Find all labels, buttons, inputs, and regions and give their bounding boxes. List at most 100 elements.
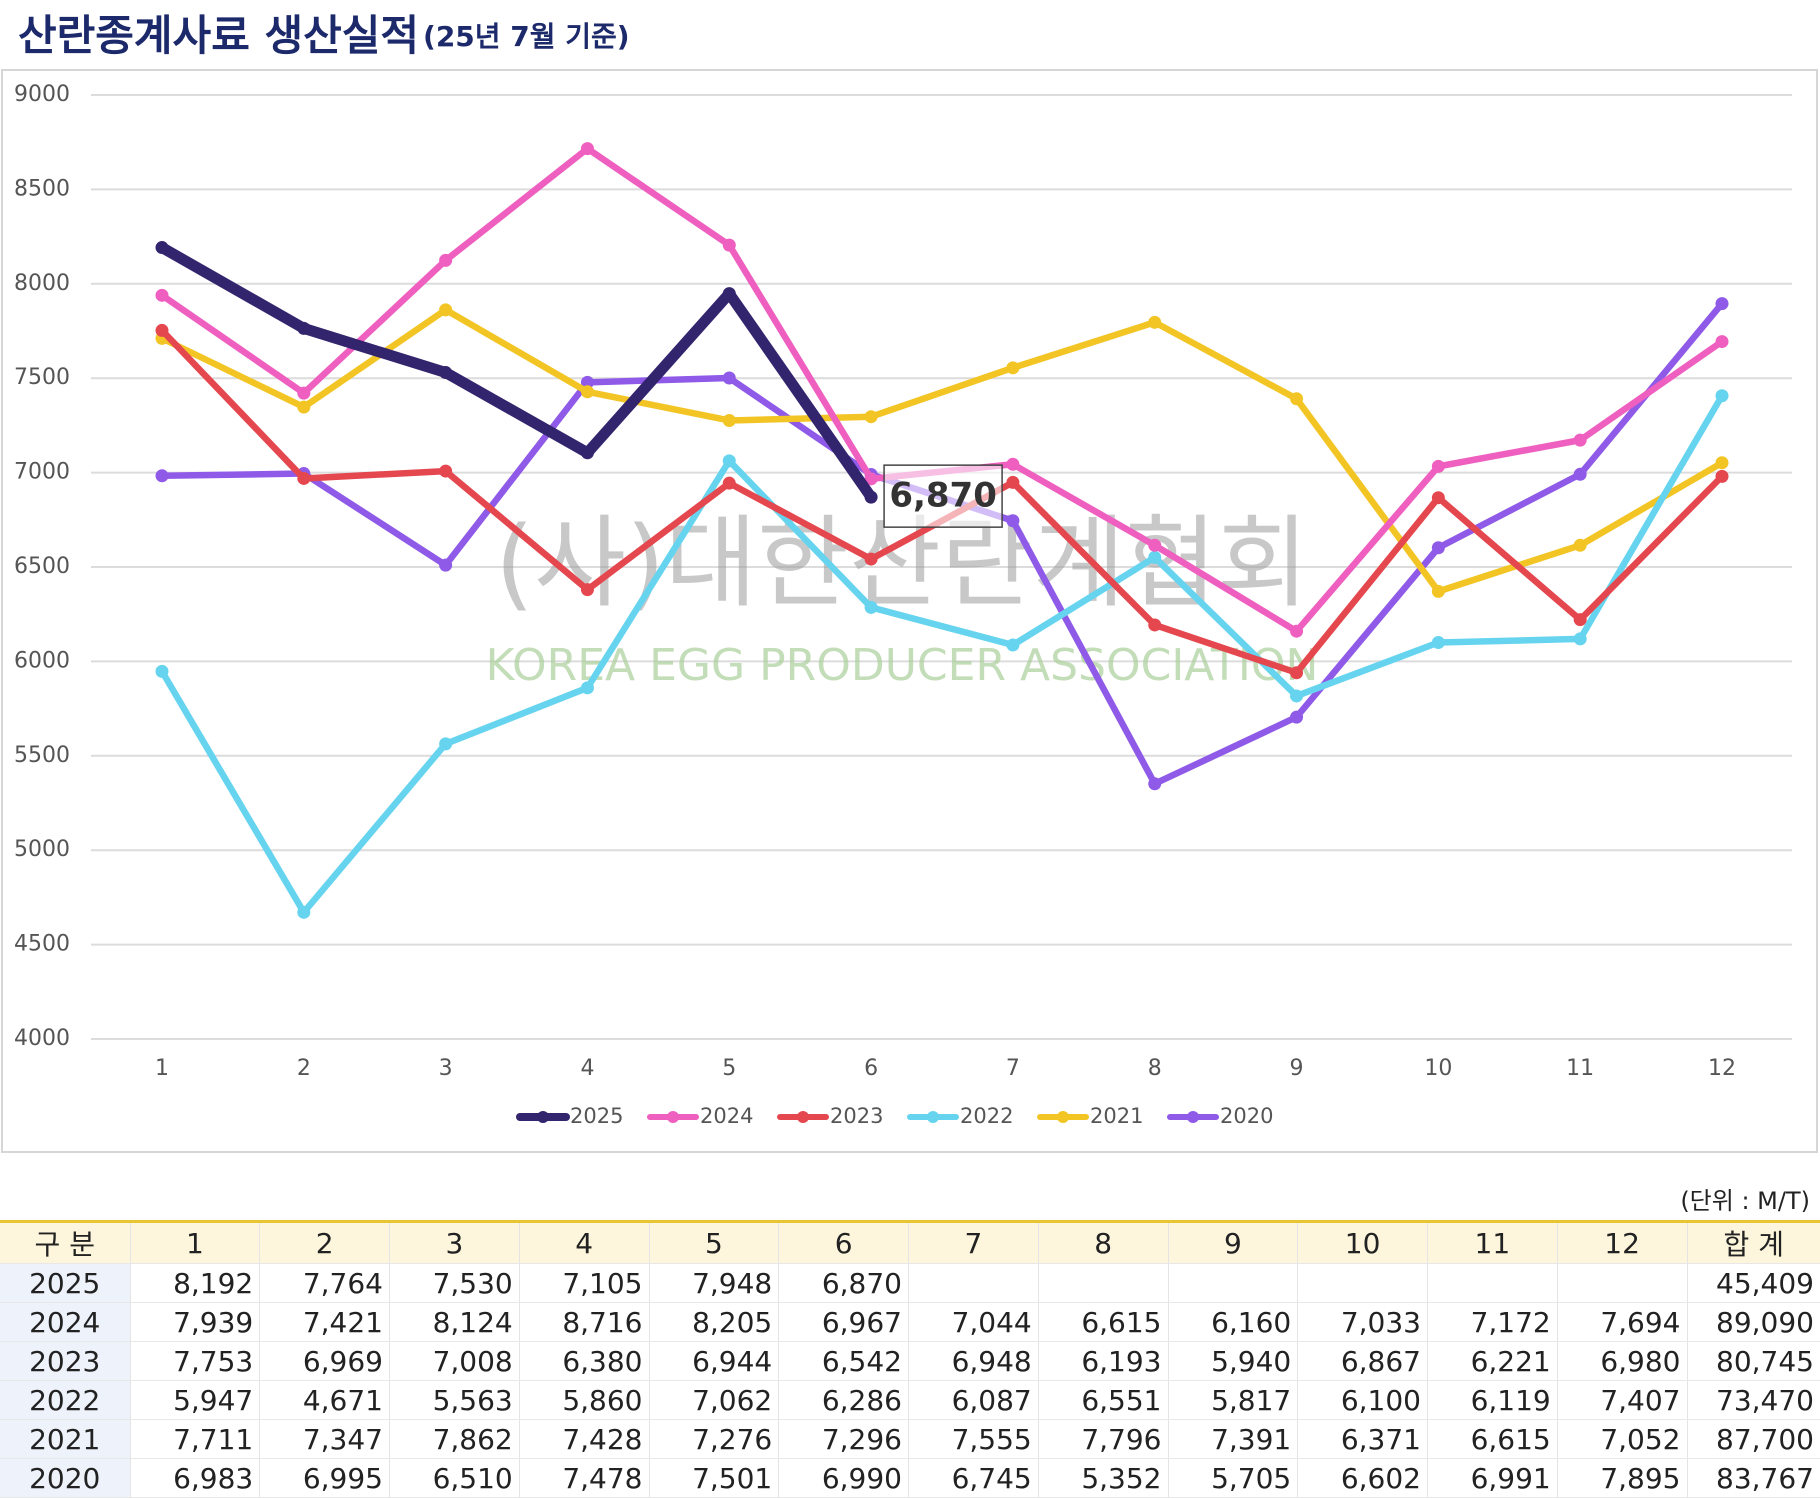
y-tick-label: 8500: [14, 176, 70, 201]
data-point: [1148, 538, 1162, 552]
total-cell: 89,090: [1686, 1302, 1820, 1342]
table-cell: 6,615: [1037, 1302, 1168, 1342]
data-point: [155, 469, 169, 483]
data-point: [155, 664, 169, 678]
data-point: [1431, 491, 1445, 505]
row-label: 2023: [0, 1341, 130, 1381]
table-cell: 7,062: [648, 1380, 779, 1420]
table-cell: 7,407: [1556, 1380, 1687, 1420]
table-cell: 6,745: [908, 1458, 1039, 1498]
y-tick-label: 5000: [14, 837, 70, 862]
table-cell: 7,711: [129, 1419, 260, 1459]
table-cell: [1167, 1263, 1298, 1303]
chart-frame: [1, 69, 1818, 1153]
legend-dot: [1187, 1111, 1199, 1123]
table-cell: 7,052: [1556, 1419, 1687, 1459]
table-cell: 6,602: [1297, 1458, 1428, 1498]
legend-label: 2022: [960, 1104, 1013, 1128]
table-cell: 6,160: [1167, 1302, 1298, 1342]
table-row: 2023 7,753 6,969 7,008 6,380 6,944 6,542 6,948 6…: [0, 1341, 1820, 1381]
table-cell: 7,501: [648, 1458, 779, 1498]
header-cell: 7: [908, 1221, 1039, 1264]
total-cell: 83,767: [1686, 1458, 1820, 1498]
table-cell: 7,044: [908, 1302, 1039, 1342]
table-cell: 7,694: [1556, 1302, 1687, 1342]
x-tick-label: 5: [722, 1056, 736, 1081]
x-tick-label: 9: [1290, 1056, 1304, 1081]
data-point: [439, 303, 453, 317]
table-cell: 6,193: [1037, 1341, 1168, 1381]
data-point: [1006, 514, 1020, 528]
row-label: 2025: [0, 1263, 130, 1303]
header-cell: 11: [1427, 1221, 1558, 1264]
x-tick-label: 4: [580, 1056, 594, 1081]
table-row: 2025 8,192 7,764 7,530 7,105 7,948 6,870 45,409: [0, 1263, 1820, 1303]
header-cell: 8: [1037, 1221, 1168, 1264]
x-tick-label: 3: [439, 1056, 453, 1081]
data-point: [1006, 638, 1020, 652]
table-cell: [1037, 1263, 1168, 1303]
data-point: [1290, 710, 1304, 724]
y-tick-label: 9000: [14, 82, 70, 107]
header-cell: 1: [129, 1221, 260, 1264]
table-cell: 8,192: [129, 1263, 260, 1303]
table-cell: 7,421: [259, 1302, 390, 1342]
data-point: [1715, 335, 1729, 349]
y-tick-label: 4500: [14, 932, 70, 957]
header-row: 구 분 1 2 3 4 5 6 7 8 9 10 11 12 합 계: [0, 1221, 1820, 1264]
header-cell: 4: [518, 1221, 649, 1264]
data-point: [580, 375, 594, 389]
table-row: 2024 7,939 7,421 8,124 8,716 8,205 6,967 7,044 6…: [0, 1302, 1820, 1342]
legend-label: 2025: [570, 1104, 623, 1128]
data-point: [580, 583, 594, 597]
header-cell: 구 분: [0, 1221, 130, 1264]
table-cell: 7,478: [518, 1458, 649, 1498]
table-cell: 7,105: [518, 1263, 649, 1303]
data-point: [1431, 459, 1445, 473]
header-cell: 9: [1167, 1221, 1298, 1264]
series-line: [158, 392, 1726, 916]
legend-dot: [797, 1111, 809, 1123]
data-point: [864, 552, 878, 566]
legend-label: 2023: [830, 1104, 883, 1128]
table-cell: 6,980: [1556, 1341, 1687, 1381]
data-point: [439, 253, 453, 267]
data-point: [722, 287, 736, 301]
x-tick-label: 8: [1148, 1056, 1162, 1081]
row-label: 2024: [0, 1302, 130, 1342]
legend-label: 2020: [1220, 1104, 1273, 1128]
legend-dot: [667, 1111, 679, 1123]
row-label: 2022: [0, 1380, 130, 1420]
table-cell: 7,033: [1297, 1302, 1428, 1342]
table-cell: 7,939: [129, 1302, 260, 1342]
header-cell: 10: [1297, 1221, 1428, 1264]
y-tick-label: 7000: [14, 460, 70, 485]
total-cell: 87,700: [1686, 1419, 1820, 1459]
table-cell: 5,860: [518, 1380, 649, 1420]
table-cell: 7,555: [908, 1419, 1039, 1459]
data-point: [1290, 666, 1304, 680]
table-cell: 6,615: [1427, 1419, 1558, 1459]
data-point: [297, 471, 311, 485]
table-cell: 6,995: [259, 1458, 390, 1498]
data-point: [722, 238, 736, 252]
chart: 산란종계사료 생산실적 (25년 7월 기준) 4000 4500 5000 5500 6…: [1, 11, 1818, 1153]
legend-dot: [537, 1111, 549, 1123]
table-cell: 5,563: [389, 1380, 520, 1420]
header-cell: 합 계: [1686, 1221, 1820, 1264]
data-point: [1290, 624, 1304, 638]
legend-dot: [1057, 1111, 1069, 1123]
x-tick-label: 7: [1006, 1056, 1020, 1081]
table-cell: 7,530: [389, 1263, 520, 1303]
table-cell: 6,380: [518, 1341, 649, 1381]
data-point: [1573, 433, 1587, 447]
data-point: [1290, 392, 1304, 406]
series-line: [158, 306, 1726, 595]
unit-label: (단위 : M/T): [1680, 1187, 1810, 1215]
data-point: [155, 323, 169, 337]
data-table: 구 분 1 2 3 4 5 6 7 8 9 10 11 12 합 계 2025 8,192 7,764 7,530…: [0, 1220, 1820, 1498]
table-cell: 7,428: [518, 1419, 649, 1459]
data-point: [1715, 389, 1729, 403]
header-cell: 6: [778, 1221, 909, 1264]
